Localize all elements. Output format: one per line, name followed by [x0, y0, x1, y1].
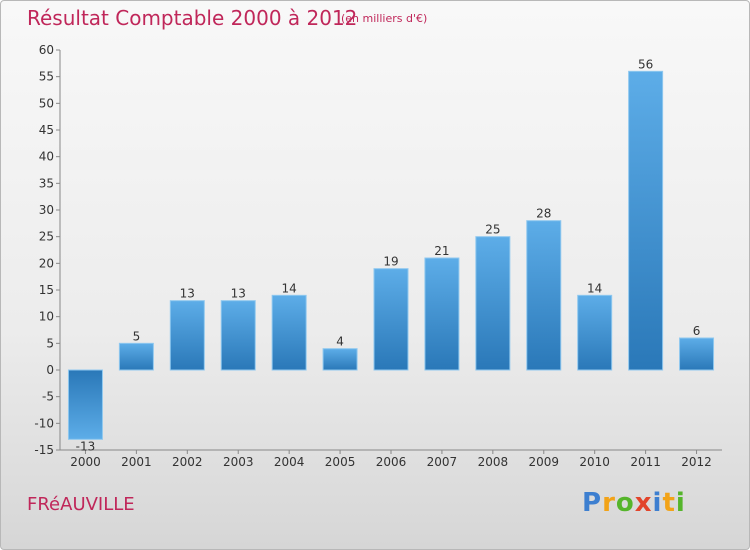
chart-subtitle: (en milliers d'€) — [341, 12, 428, 25]
data-label-2009: 28 — [536, 207, 551, 221]
y-tick-label: 35 — [39, 176, 54, 190]
logo-letter: t — [662, 488, 676, 518]
bar-2001 — [118, 342, 154, 371]
x-tick-label: 2007 — [427, 455, 458, 469]
y-tick-label: 20 — [39, 256, 54, 270]
proxiti-logo[interactable]: Proxiti — [582, 488, 686, 518]
data-label-2003: 13 — [231, 287, 246, 301]
y-tick-label: 0 — [46, 363, 54, 377]
logo-letter: i — [675, 488, 686, 518]
x-tick-label: 2003 — [223, 455, 254, 469]
data-label-2005: 4 — [336, 335, 344, 349]
y-tick-label: 15 — [39, 283, 54, 297]
bar-2005 — [322, 348, 358, 371]
x-tick-label: 2011 — [630, 455, 661, 469]
y-tick-label: 55 — [39, 70, 54, 84]
data-label-2010: 14 — [587, 281, 602, 295]
y-tick-label: 40 — [39, 150, 54, 164]
y-tick-label: -15 — [34, 443, 54, 457]
x-tick-label: 2006 — [376, 455, 407, 469]
data-label-2006: 19 — [383, 255, 398, 269]
x-tick-label: 2012 — [681, 455, 712, 469]
x-tick-label: 2008 — [478, 455, 509, 469]
bar-2003 — [220, 300, 256, 371]
data-label-2012: 6 — [693, 324, 701, 338]
y-tick-label: -10 — [34, 416, 54, 430]
logo-letter: i — [652, 488, 663, 518]
x-tick-label: 2000 — [70, 455, 101, 469]
logo-letter: r — [602, 488, 616, 518]
x-tick-label: 2001 — [121, 455, 152, 469]
x-tick-label: 2010 — [579, 455, 610, 469]
data-label-2008: 25 — [485, 223, 500, 237]
x-tick-label: 2005 — [325, 455, 356, 469]
x-tick-label: 2002 — [172, 455, 203, 469]
y-tick-label: 50 — [39, 96, 54, 110]
bar-2009 — [526, 220, 562, 371]
y-tick-label: 60 — [39, 43, 54, 57]
bar-2007 — [424, 257, 460, 371]
bar-2002 — [169, 300, 205, 371]
logo-letter: x — [634, 488, 653, 518]
data-label-2007: 21 — [434, 244, 449, 258]
data-label-2002: 13 — [180, 287, 195, 301]
bar-2004 — [271, 294, 307, 371]
x-tick-label: 2009 — [528, 455, 559, 469]
place-name: FRéAUVILLE — [27, 494, 135, 515]
x-tick-label: 2004 — [274, 455, 305, 469]
y-tick-label: 30 — [39, 203, 54, 217]
data-label-2011: 56 — [638, 57, 653, 71]
data-label-2000: -13 — [76, 439, 96, 453]
logo-letter: o — [615, 488, 635, 518]
y-tick-label: 10 — [39, 310, 54, 324]
y-tick-label: -5 — [42, 390, 54, 404]
bar-2011 — [628, 70, 664, 371]
bar-2006 — [373, 268, 409, 371]
data-label-2004: 14 — [282, 281, 297, 295]
y-tick-label: 25 — [39, 230, 54, 244]
y-tick-label: 5 — [46, 336, 54, 350]
bar-2010 — [577, 294, 613, 371]
chart-title: Résultat Comptable 2000 à 2012 — [27, 6, 358, 30]
logo-letter: P — [582, 488, 603, 518]
data-label-2001: 5 — [133, 329, 141, 343]
bar-2000 — [67, 369, 103, 440]
bar-2012 — [679, 337, 715, 371]
y-tick-label: 45 — [39, 123, 54, 137]
bar-2008 — [475, 236, 511, 371]
